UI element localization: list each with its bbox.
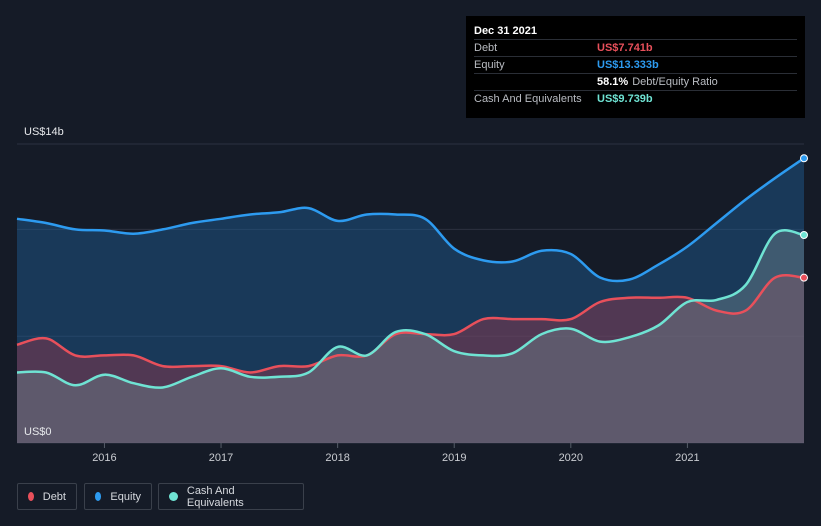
tooltip-label: Equity xyxy=(474,59,505,71)
x-tick-label: 2017 xyxy=(209,452,233,464)
legend-item-debt[interactable]: Debt xyxy=(17,483,77,510)
cash-and-equivalents-end-marker xyxy=(800,231,808,240)
equity-end-marker xyxy=(800,154,808,163)
legend-item-cash[interactable]: Cash And Equivalents xyxy=(158,483,304,510)
cash-and-equivalents-area xyxy=(17,230,804,443)
equity-area xyxy=(17,158,804,443)
tooltip-ratio-suffix: Debt/Equity Ratio xyxy=(632,76,718,88)
end-markers xyxy=(800,154,808,282)
tooltip-row-debt: Debt US$7.741b xyxy=(474,39,797,56)
tooltip-date: Dec 31 2021 xyxy=(474,25,537,37)
x-tick-label: 2018 xyxy=(325,452,349,464)
legend-label: Debt xyxy=(42,490,66,503)
x-tick-label: 2019 xyxy=(442,452,466,464)
tooltip-label xyxy=(474,74,597,90)
legend-dot xyxy=(169,492,178,501)
legend-label: Equity xyxy=(110,490,141,503)
tooltip-value: US$9.739b xyxy=(597,93,653,105)
debt-line xyxy=(16,274,805,374)
series-areas xyxy=(17,158,804,443)
legend-item-equity[interactable]: Equity xyxy=(84,483,152,510)
y-axis-top-label: US$14b xyxy=(24,126,64,138)
x-tick-label: 2020 xyxy=(559,452,583,464)
equity-line xyxy=(16,157,805,283)
grid-lines xyxy=(17,143,804,444)
y-axis-bottom-label: US$0 xyxy=(24,426,52,438)
tooltip-value: US$7.741b xyxy=(597,42,653,54)
tooltip-value: 58.1% xyxy=(597,76,629,88)
x-tick-label: 2021 xyxy=(675,452,699,464)
series-lines xyxy=(16,157,805,389)
tooltip-row-ratio: 58.1% Debt/Equity Ratio xyxy=(474,73,797,90)
x-tick-label: 2016 xyxy=(92,452,116,464)
debt-end-marker xyxy=(800,273,808,282)
debt-area xyxy=(17,275,804,443)
tooltip-row-cash: Cash And Equivalents US$9.739b xyxy=(474,90,797,107)
tooltip-row-equity: Equity US$13.333b xyxy=(474,56,797,73)
tooltip-value: US$13.333b xyxy=(597,59,659,71)
tooltip-label: Debt xyxy=(474,42,498,54)
legend-dot xyxy=(95,492,102,501)
legend-dot xyxy=(28,492,34,501)
cash-and-equivalents-line xyxy=(16,229,805,389)
data-tooltip: Dec 31 2021 Debt US$7.741b Equity US$13.… xyxy=(466,16,805,118)
x-axis-ticks: 2016 2017 2018 2019 2020 2021 xyxy=(92,443,700,464)
legend-label: Cash And Equivalents xyxy=(186,484,244,509)
tooltip-label: Cash And Equivalents xyxy=(474,93,582,105)
